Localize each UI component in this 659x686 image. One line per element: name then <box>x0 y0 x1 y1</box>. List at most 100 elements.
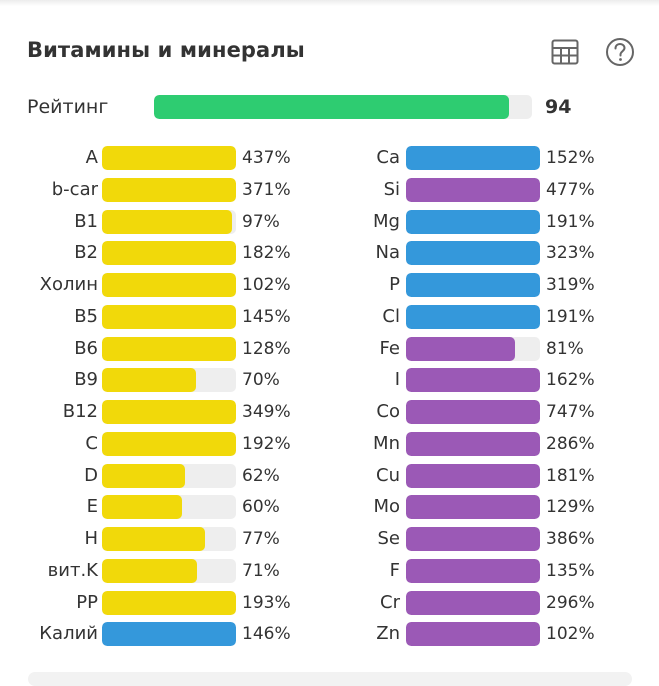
nutrient-bar <box>406 304 540 329</box>
nutrient-label: Калий <box>39 623 98 645</box>
nutrient-label: H <box>84 528 98 549</box>
nutrient-bar-fill <box>102 177 236 202</box>
nutrient-bar <box>406 495 540 520</box>
nutrient-bar-fill <box>406 368 540 393</box>
nutrient-percent: 102% <box>546 624 595 645</box>
nutrient-label: B5 <box>74 305 98 327</box>
nutrient-percent: 129% <box>546 497 595 518</box>
nutrient-bar <box>102 558 236 583</box>
nutrient-bar-fill <box>102 368 196 393</box>
nutrient-bar-fill <box>406 463 540 488</box>
nutrient-bar-fill <box>406 527 540 551</box>
nutrient-bar <box>102 209 236 234</box>
nutrient-bar <box>406 463 540 488</box>
nutrient-percent: 128% <box>242 338 291 359</box>
nutrient-label: b-car <box>51 178 98 200</box>
nutrient-label: Mn <box>373 432 400 454</box>
nutrient-bar <box>102 146 236 170</box>
nutrient-percent: 70% <box>242 370 280 391</box>
nutrient-bar-fill <box>102 431 236 456</box>
nutrient-bar-fill <box>102 527 206 551</box>
nutrient-bar <box>406 368 540 393</box>
nutrient-percent: 71% <box>242 560 280 581</box>
nutrient-label: Cu <box>376 464 400 486</box>
nutrient-bar-fill <box>406 495 540 520</box>
nutrient-bar <box>102 431 236 456</box>
nutrient-label: Si <box>383 178 400 200</box>
nutrient-bar-fill <box>406 590 540 615</box>
nutrient-percent: 323% <box>546 243 595 264</box>
nutrient-label: Ca <box>376 147 400 168</box>
nutrient-bar <box>406 177 540 202</box>
nutrient-bar-fill <box>102 304 236 329</box>
help-button[interactable] <box>604 36 636 68</box>
nutrient-percent: 747% <box>546 402 595 422</box>
nutrient-bar <box>406 622 540 647</box>
nutrient-bar-fill <box>406 241 540 266</box>
nutrient-percent: 371% <box>242 179 291 200</box>
nutrient-bar-fill <box>406 177 540 202</box>
nutrient-label: PP <box>76 591 98 613</box>
nutrient-label: B6 <box>74 337 98 359</box>
nutrient-label: Fe <box>379 337 400 359</box>
table-icon <box>551 39 579 65</box>
nutrient-bar-fill <box>406 146 540 170</box>
next-card-edge <box>28 672 632 686</box>
nutrient-bar-fill <box>406 273 540 297</box>
nutrient-bar-fill <box>406 622 540 647</box>
nutrient-bar-fill <box>102 558 198 583</box>
nutrient-percent: 182% <box>242 243 291 264</box>
nutrient-label: Cl <box>382 305 400 327</box>
nutrient-bar-fill <box>406 400 540 424</box>
nutrient-percent: 145% <box>242 306 291 327</box>
nutrient-label: Na <box>375 242 401 264</box>
nutrient-label: Co <box>376 401 400 422</box>
nutrient-bar-fill <box>406 209 540 234</box>
nutrient-percent: 62% <box>242 465 280 486</box>
nutrient-percent: 193% <box>242 592 291 613</box>
nutrient-bar-fill <box>102 590 236 615</box>
nutrient-bar <box>102 241 236 266</box>
nutrient-bar <box>102 177 236 202</box>
nutrient-label: C <box>85 432 98 454</box>
table-view-button[interactable] <box>549 36 581 68</box>
nutrient-label: E <box>86 496 98 518</box>
nutrient-bar <box>406 558 540 583</box>
nutrient-percent: 146% <box>242 624 291 645</box>
nutrient-label: B9 <box>74 369 98 391</box>
nutrient-bar-fill <box>406 431 540 456</box>
nutrient-bar <box>406 527 540 551</box>
nutrient-percent: 77% <box>242 529 280 549</box>
nutrient-bar <box>102 336 236 361</box>
nutrient-bar-fill <box>406 558 540 583</box>
nutrient-label: Mo <box>373 496 400 518</box>
nutrient-percent: 319% <box>546 275 595 295</box>
nutrient-bar <box>406 273 540 297</box>
top-shadow <box>0 0 659 6</box>
nutrient-bar-fill <box>102 209 232 234</box>
nutrient-percent: 60% <box>242 497 280 518</box>
nutrient-percent: 437% <box>242 148 291 168</box>
nutrient-percent: 152% <box>546 148 595 168</box>
rating-bar <box>154 95 532 119</box>
nutrient-percent: 162% <box>546 370 595 391</box>
nutrient-bar <box>102 304 236 329</box>
nutrient-bar-fill <box>406 304 540 329</box>
nutrient-label: B1 <box>74 210 98 232</box>
nutrient-bar <box>102 590 236 615</box>
nutrient-percent: 181% <box>546 465 595 486</box>
nutrient-bar <box>406 146 540 170</box>
nutrient-bar-fill <box>102 273 236 297</box>
question-circle-icon <box>606 38 634 66</box>
nutrient-label: Se <box>377 528 401 549</box>
nutrient-percent: 135% <box>546 560 595 581</box>
nutrient-percent: 286% <box>546 433 595 454</box>
nutrient-bar-fill <box>102 495 183 520</box>
nutrient-label: D <box>84 464 98 486</box>
nutrient-bar-fill <box>102 336 236 361</box>
nutrient-bar-fill <box>102 622 236 647</box>
nutrient-bar-fill <box>102 400 236 424</box>
nutrient-bar <box>406 209 540 234</box>
nutrient-bar-fill <box>102 463 186 488</box>
